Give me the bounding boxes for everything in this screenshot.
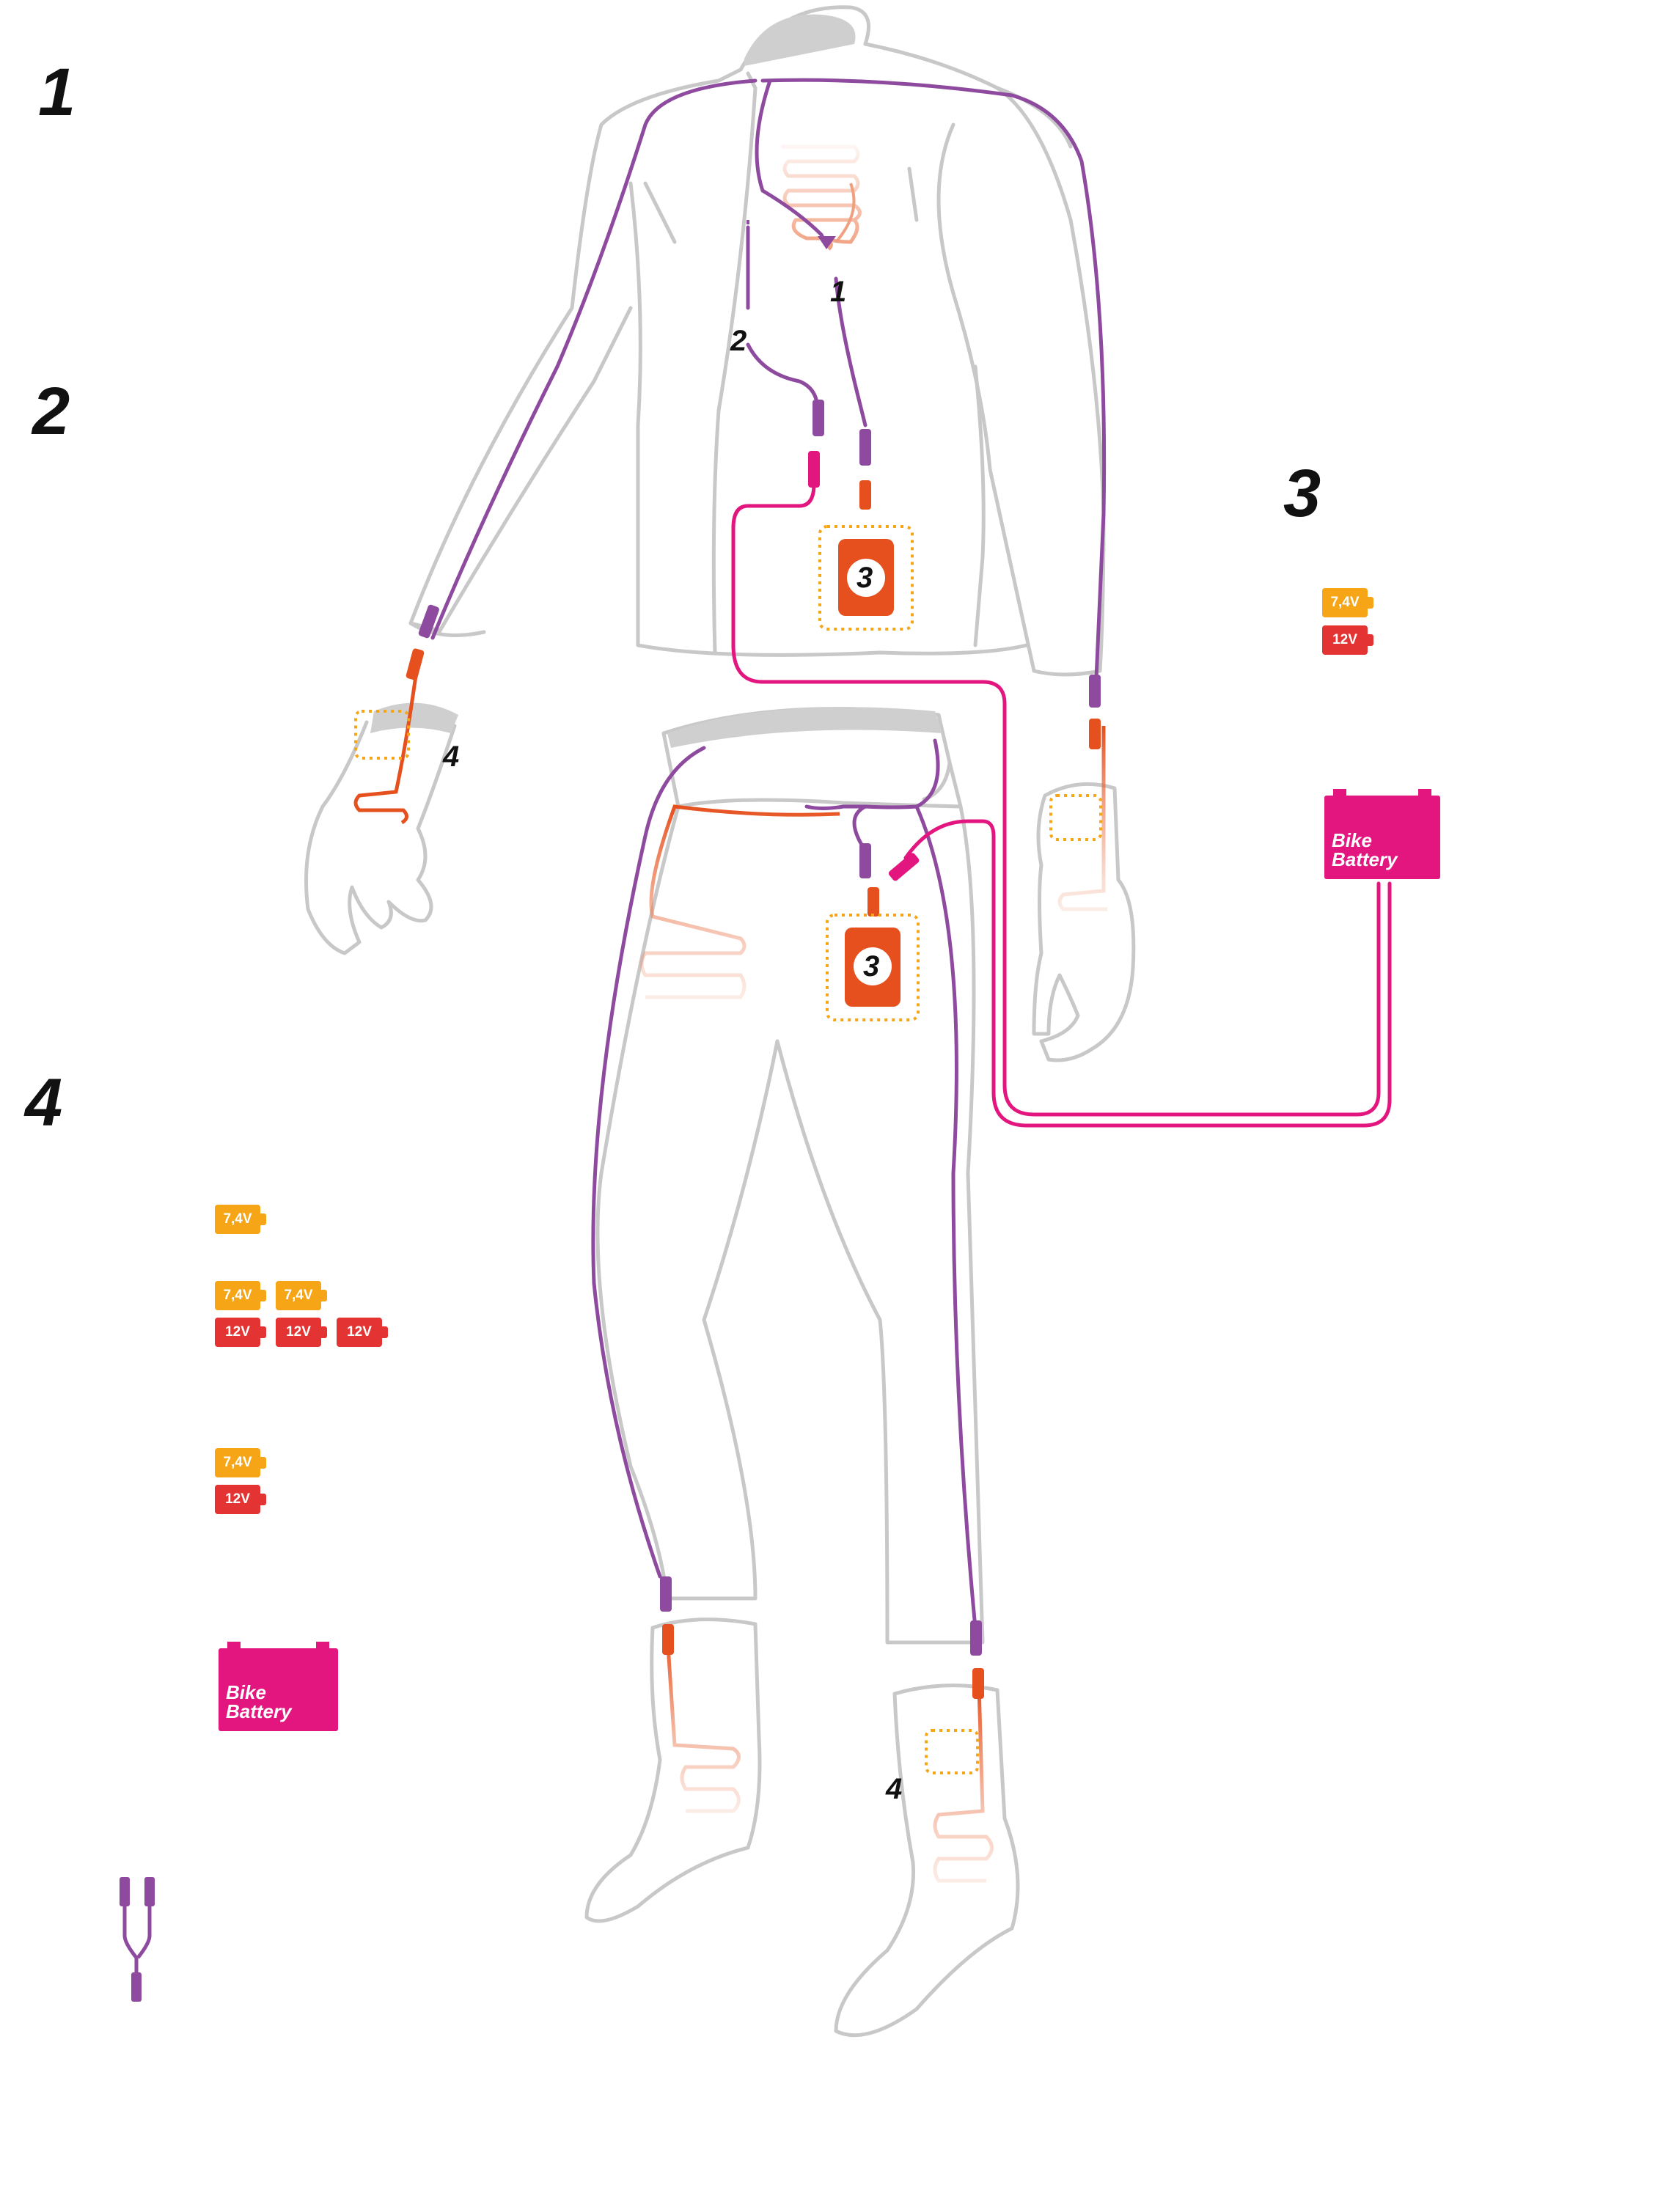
connector-plug — [888, 853, 920, 881]
connector-plug — [859, 480, 871, 510]
connector-plug — [972, 1668, 984, 1699]
connector-plug — [1089, 719, 1101, 749]
cable-1-arrow — [818, 236, 836, 249]
connector-plug — [662, 1624, 674, 1655]
bike-battery-label-line2: Battery — [1332, 848, 1398, 870]
legend-number-2: 2 — [32, 374, 70, 449]
left-glove-heating-element — [353, 659, 420, 825]
jacket-collar-shadow — [744, 14, 856, 66]
pink-cables — [731, 482, 1392, 1128]
jacket-controller-frame — [818, 525, 914, 631]
right-sock-outline — [834, 1683, 1020, 2038]
battery-12v-badge: 12V — [1322, 625, 1373, 655]
pants-controller-label: 3 — [863, 950, 880, 983]
connector-plug — [813, 400, 824, 436]
battery-12v-badge: 12V — [215, 1485, 266, 1514]
pants-waist-shadow — [667, 707, 942, 748]
pants-heating-element — [639, 804, 840, 999]
sock-label: 4 — [886, 1773, 903, 1805]
bike-battery-label-line1: Bike — [1332, 829, 1372, 851]
connector-plug — [660, 1576, 672, 1612]
cable-2-label: 2 — [730, 325, 747, 357]
left-sock-outline — [584, 1617, 762, 1923]
legend-number-3: 3 — [1283, 456, 1321, 531]
connector-plug — [970, 1620, 982, 1656]
connector-plug — [867, 887, 879, 917]
right-sock-heating-element — [933, 1686, 994, 1883]
bike-battery: Bike Battery — [219, 1642, 338, 1731]
bike-battery-label-line1: Bike — [226, 1681, 266, 1703]
purple-cables — [430, 78, 1107, 1630]
connector-plug — [406, 648, 425, 680]
connector-plug — [859, 429, 871, 466]
right-sock-warm-zone — [925, 1729, 979, 1774]
jacket-outline — [408, 5, 1106, 677]
connector-plug — [859, 843, 871, 878]
battery-7v4-badge: 7,4V — [1322, 588, 1373, 617]
battery-7v4-badge: 7,4V — [215, 1448, 266, 1477]
battery-12v-badge: 12V — [337, 1318, 388, 1347]
left-glove-cuff-shadow — [370, 702, 458, 733]
connector-plug — [808, 451, 820, 488]
connector-plug — [418, 604, 439, 639]
right-glove-outline — [1032, 782, 1136, 1062]
jacket-controller-label: 3 — [856, 562, 873, 594]
legend-number-4: 4 — [25, 1065, 63, 1140]
connector-plug — [1089, 675, 1101, 708]
battery-12v-badge: 12V — [276, 1318, 327, 1347]
battery-7v4-badge: 7,4V — [276, 1281, 327, 1310]
battery-7v4-badge: 7,4V — [215, 1281, 266, 1310]
battery-7v4-badge: 7,4V — [215, 1205, 266, 1234]
connectors — [406, 400, 1101, 1699]
y-cable-icon — [120, 1877, 155, 2002]
pants-outline — [595, 707, 985, 1645]
right-glove-warm-zone — [1049, 794, 1102, 841]
bike-battery: Bike Battery — [1324, 789, 1440, 879]
left-sock-heating-element — [665, 1634, 741, 1813]
legend-number-1: 1 — [38, 55, 76, 130]
battery-12v-badge: 12V — [215, 1318, 266, 1347]
left-glove-warm-zone — [354, 710, 410, 760]
cable-1-label: 1 — [830, 276, 847, 308]
left-glove-outline — [304, 720, 457, 955]
right-glove-heating-element — [1057, 726, 1107, 911]
pants-controller-frame — [826, 914, 920, 1021]
glove-label: 4 — [443, 741, 460, 773]
bike-battery-label-line2: Battery — [226, 1700, 292, 1722]
